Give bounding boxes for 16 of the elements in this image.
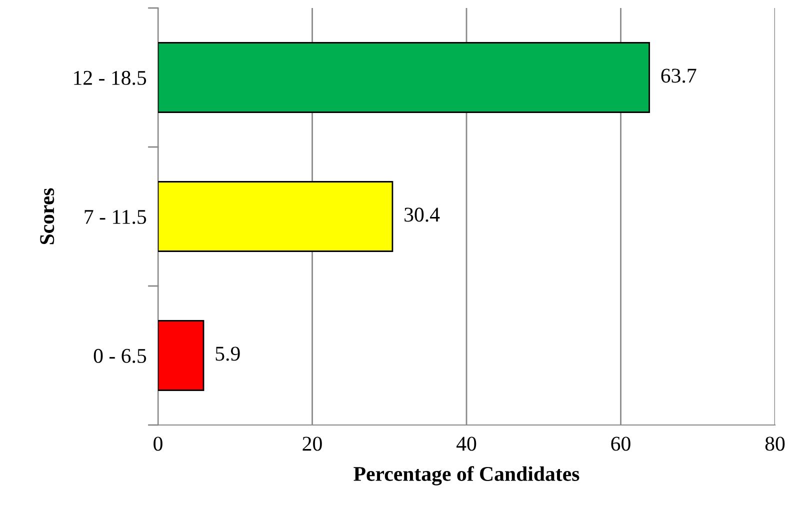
data-label: 30.4 [404, 208, 440, 222]
y-tick-label: 7 - 11.5 [84, 210, 146, 224]
data-label: 5.9 [216, 346, 240, 361]
bar [158, 320, 204, 391]
y-tick-label: 12 - 18.5 [74, 70, 146, 86]
bar [158, 42, 650, 113]
x-tick-label: 60 [611, 436, 630, 451]
bar [158, 181, 394, 252]
y-tick-label: 0 - 6.5 [94, 348, 146, 364]
x-tick-label: 40 [456, 436, 476, 451]
x-tick-label: 20 [302, 436, 322, 451]
x-tick-label: 0 [154, 436, 162, 451]
y-axis-title: Scores [40, 188, 54, 244]
data-label: 63.7 [661, 68, 696, 83]
x-tick-label: 80 [765, 436, 785, 451]
x-axis-title: Percentage of Candidates [354, 466, 580, 486]
